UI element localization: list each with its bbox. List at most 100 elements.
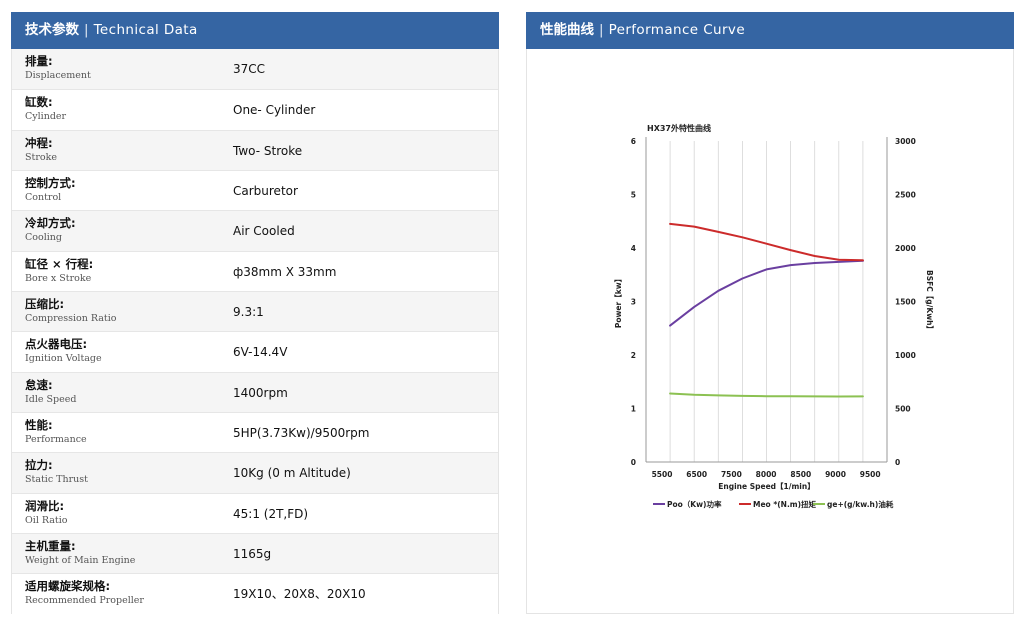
chart-title: HX37外特性曲线 xyxy=(647,123,711,133)
spec-label-zh: 润滑比: xyxy=(25,498,65,513)
y-right-axis-label: BSFC【g/Kwh】 xyxy=(925,270,935,333)
spec-label-en: Cooling xyxy=(25,232,62,244)
x-tick-label: 9500 xyxy=(860,470,881,479)
performance-title-zh: 性能曲线 xyxy=(540,22,594,38)
spec-label-zh: 缸数: xyxy=(25,95,53,110)
y-left-tick-label: 5 xyxy=(631,191,636,200)
spec-value: 45:1 (2T,FD) xyxy=(233,506,309,521)
table-row: 压缩比: Compression Ratio 9.3:1 xyxy=(12,290,498,332)
performance-curve-header: 性能曲线 | Performance Curve xyxy=(526,12,1014,49)
spec-label: 排量: Displacement xyxy=(25,54,215,83)
series-line-3 xyxy=(669,392,864,398)
table-row: 适用螺旋桨规格: Recommended Propeller 19X10、20X8、… xyxy=(12,573,498,614)
y-left-tick-label: 3 xyxy=(631,298,636,307)
spec-label: 冷却方式: Cooling xyxy=(25,216,215,245)
series-line-2 xyxy=(669,222,864,262)
table-row: 拉力: Static Thrust 10Kg (0 m Altitude) xyxy=(12,452,498,493)
spec-label-zh: 主机重量: xyxy=(25,538,76,553)
spec-label: 适用螺旋桨规格: Recommended Propeller xyxy=(25,579,215,608)
spec-value: 19X10、20X8、20X10 xyxy=(233,587,366,602)
spec-label: 怠速: Idle Speed xyxy=(25,378,215,407)
performance-chart: HX37外特性曲线 0 1 2 3 4 5 6 0 500 1000 1500 2000 2500 3000… xyxy=(613,123,935,509)
spec-label: 压缩比: Compression Ratio xyxy=(25,297,215,326)
spec-label-zh: 怠速: xyxy=(25,377,53,392)
x-tick-label: 9000 xyxy=(825,470,846,479)
table-row: 排量: Displacement 37CC xyxy=(12,49,498,90)
spec-value: 37CC xyxy=(233,62,266,76)
x-tick-label: 7500 xyxy=(721,470,742,479)
spec-label: 拉力: Static Thrust xyxy=(25,458,215,487)
performance-title-en: Performance Curve xyxy=(608,22,746,38)
y-left-tick-label: 4 xyxy=(631,244,636,253)
table-row: 怠速: Idle Speed 1400rpm xyxy=(12,371,498,412)
spec-label: 主机重量: Weight of Main Engine xyxy=(25,539,215,568)
spec-value: 5HP(3.73Kw)/9500rpm xyxy=(233,425,370,440)
spec-label-en: Cylinder xyxy=(25,111,67,123)
x-tick-label: 8000 xyxy=(756,470,777,479)
spec-label-en: Performance xyxy=(25,433,87,445)
spec-label: 点火器电压: Ignition Voltage xyxy=(25,337,215,366)
spec-value: Air Cooled xyxy=(233,224,295,239)
spec-label-zh: 点火器电压: xyxy=(25,337,88,352)
series-line-1 xyxy=(669,259,864,327)
x-axis-label: Engine Speed【1/min】 xyxy=(718,481,814,491)
y-right-tick-label: 3000 xyxy=(895,137,916,146)
spec-label-zh: 压缩比: xyxy=(25,296,65,311)
chart-panel: HX37外特性曲线 0 1 2 3 4 5 6 0 500 1000 1500 2000 2500 3000… xyxy=(526,49,1014,614)
x-tick-label: 5500 xyxy=(652,470,673,479)
spec-label-zh: 缸径 × 行程: xyxy=(25,256,94,271)
spec-label-en: Static Thrust xyxy=(25,474,88,486)
spec-value: 6V-14.4V xyxy=(233,345,288,360)
spec-label-zh: 拉力: xyxy=(25,458,53,473)
table-row: 主机重量: Weight of Main Engine 1165g xyxy=(12,532,498,574)
spec-label: 缸径 × 行程: Bore x Stroke xyxy=(25,257,215,286)
spec-label: 缸数: Cylinder xyxy=(25,95,215,124)
spec-label-en: Oil Ratio xyxy=(25,514,68,526)
x-tick-label: 8500 xyxy=(790,470,811,479)
y-left-axis-label: Power【kw】 xyxy=(613,275,623,328)
legend-label: Meo *(N.m)扭矩 xyxy=(753,499,817,509)
table-row: 点火器电压: Ignition Voltage 6V-14.4V xyxy=(12,331,498,372)
spec-value: 9.3:1 xyxy=(233,304,264,319)
y-right-tick-label: 0 xyxy=(895,458,900,467)
spec-label-en: Control xyxy=(25,191,62,203)
legend-label: Poo（Kw)功率 xyxy=(667,499,722,509)
spec-table: 排量: Displacement 37CC 缸数: Cylinder One- Cylin… xyxy=(11,49,499,614)
spec-label: 性能: Performance xyxy=(25,418,215,447)
spec-value: 10Kg (0 m Altitude) xyxy=(233,466,351,481)
spec-label-zh: 适用螺旋桨规格: xyxy=(25,579,111,594)
spec-label-zh: 冷却方式: xyxy=(25,216,76,231)
technical-data-header: 技术参数 | Technical Data xyxy=(11,12,499,49)
spec-label-zh: 排量: xyxy=(25,54,53,68)
table-row: 缸径 × 行程: Bore x Stroke ф38mm X 33mm xyxy=(12,250,498,291)
legend-label: ge+(g/kw.h)油耗 xyxy=(827,499,894,509)
spec-label-zh: 控制方式: xyxy=(25,175,76,190)
technical-title-zh: 技术参数 xyxy=(25,22,79,38)
y-left-tick-label: 0 xyxy=(631,458,636,467)
header-separator: | xyxy=(84,22,89,38)
y-right-tick-label: 2000 xyxy=(895,244,916,253)
table-row: 冷却方式: Cooling Air Cooled xyxy=(12,210,498,251)
technical-title-en: Technical Data xyxy=(93,22,198,38)
spec-label-en: Idle Speed xyxy=(25,393,77,405)
spec-label: 润滑比: Oil Ratio xyxy=(25,499,215,528)
spec-label-en: Recommended Propeller xyxy=(25,595,144,607)
y-right-tick-label: 1500 xyxy=(895,298,916,307)
y-right-tick-label: 1000 xyxy=(895,351,916,360)
spec-value: 1165g xyxy=(233,546,272,561)
y-left-tick-label: 1 xyxy=(631,405,636,414)
spec-value: Two- Stroke xyxy=(233,143,303,158)
table-row: 控制方式: Control Carburetor xyxy=(12,169,498,211)
y-left-tick-label: 6 xyxy=(631,137,636,146)
spec-label-en: Compression Ratio xyxy=(25,312,117,324)
y-right-tick-label: 2500 xyxy=(895,191,916,200)
spec-value: 1400rpm xyxy=(233,385,288,400)
y-right-tick-label: 500 xyxy=(895,405,911,414)
table-row: 冲程: Stroke Two- Stroke xyxy=(12,129,498,170)
header-separator: | xyxy=(599,22,604,38)
spec-value: ф38mm X 33mm xyxy=(233,264,337,279)
table-row: 缸数: Cylinder One- Cylinder xyxy=(12,89,498,130)
spec-label-en: Bore x Stroke xyxy=(25,272,92,284)
spec-label: 冲程: Stroke xyxy=(25,136,215,165)
spec-value: Carburetor xyxy=(233,183,298,198)
